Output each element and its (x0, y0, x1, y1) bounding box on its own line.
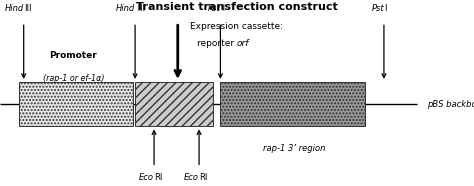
Text: pBS backbone: pBS backbone (427, 100, 474, 109)
Text: Promoter: Promoter (50, 51, 97, 60)
Text: I: I (220, 4, 226, 13)
Text: Pst: Pst (208, 4, 220, 13)
Text: Pst: Pst (371, 4, 384, 13)
Text: reporter: reporter (197, 39, 237, 48)
Text: Transient transfection construct: Transient transfection construct (136, 2, 338, 12)
Text: RI: RI (199, 173, 208, 182)
Text: I: I (384, 4, 386, 13)
Bar (135, 82, 213, 126)
Text: orf: orf (237, 39, 249, 48)
Bar (220, 82, 365, 126)
Text: (rap-1 or ef-1α): (rap-1 or ef-1α) (43, 74, 104, 83)
Text: III: III (24, 4, 31, 13)
Text: RI: RI (154, 173, 163, 182)
Text: Hind: Hind (4, 4, 24, 13)
Text: III: III (135, 4, 145, 13)
Text: Eco: Eco (184, 173, 199, 182)
Text: Eco: Eco (139, 173, 154, 182)
Text: rap-1 3’ region: rap-1 3’ region (263, 144, 325, 153)
Text: Expression cassette:: Expression cassette: (191, 22, 283, 31)
Text: Hind: Hind (116, 4, 135, 13)
Bar (19, 82, 133, 126)
